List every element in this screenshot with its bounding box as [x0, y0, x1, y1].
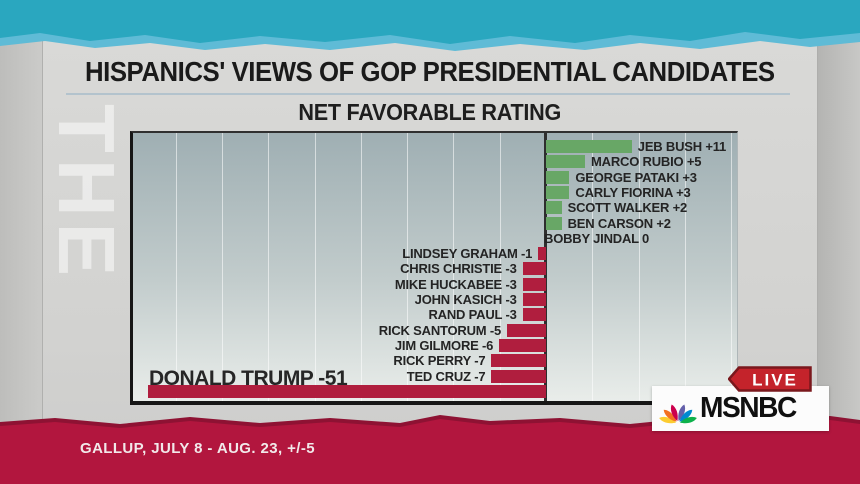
bar-label: RICK SANTORUM -5	[378, 322, 501, 338]
bar-label: JEB BUSH +11	[637, 139, 727, 154]
bar-row: RICK SANTORUM -5	[133, 322, 737, 338]
bar-label: LINDSEY GRAHAM -1	[402, 246, 533, 262]
bar-row: BOBBY JINDAL 0	[133, 232, 737, 245]
positive-bar	[546, 185, 570, 199]
gridline	[638, 133, 640, 401]
nbc-peacock-icon	[659, 404, 697, 423]
bar-row: RAND PAUL -3	[133, 307, 737, 323]
gridline	[360, 133, 362, 401]
title-divider	[66, 93, 790, 95]
bar-row: CHRIS CHRISTIE -3	[133, 261, 737, 277]
chart-subtitle-text: NET FAVORABLE RATING	[298, 99, 562, 125]
negative-bar	[538, 247, 546, 261]
network-name: MSNBC	[700, 392, 797, 424]
gridline	[314, 133, 316, 401]
gridline	[592, 133, 594, 401]
bar-row: MARCO RUBIO +5	[133, 154, 737, 170]
live-badge-label: LIVE	[752, 371, 798, 390]
bar-row: GEORGE PATAKI +3	[133, 169, 737, 185]
negative-bar	[491, 369, 546, 383]
bar-row: CARLY FIORINA +3	[133, 184, 737, 200]
torn-paper-band-top	[0, 0, 860, 51]
peacock-feather	[679, 409, 693, 422]
bar-row: DONALD TRUMP -51	[133, 368, 737, 398]
torn-edge-red	[0, 419, 860, 484]
positive-bar	[546, 140, 632, 153]
peacock-feather	[663, 409, 677, 422]
bar-row: BEN CARSON +2	[133, 215, 737, 231]
chart-frame: JEB BUSH +11 MARCO RUBIO +5 GEORGE PATAKI …	[130, 131, 738, 405]
gridline	[175, 133, 177, 401]
negative-bar	[499, 338, 546, 352]
bar-row: SCOTT WALKER +2	[133, 200, 737, 216]
positive-bar	[546, 155, 585, 169]
bar-label: RICK PERRY -7	[393, 353, 486, 369]
negative-bar	[507, 323, 546, 337]
negative-bar	[522, 308, 546, 322]
positive-bar	[546, 216, 562, 230]
negative-bar	[148, 384, 546, 398]
chart-subtitle: NET FAVORABLE RATING	[0, 99, 860, 126]
bar-label: JIM GILMORE -6	[394, 337, 494, 353]
page-title: HISPANICS' VIEWS OF GOP PRESIDENTIAL CAN…	[0, 56, 860, 88]
bar-row: JOHN KASICH -3	[133, 293, 737, 306]
negative-bar	[522, 293, 546, 306]
page-title-text: HISPANICS' VIEWS OF GOP PRESIDENTIAL CAN…	[85, 56, 775, 87]
live-badge: LIVE	[728, 366, 812, 392]
bar-label: BOBBY JINDAL 0	[544, 230, 650, 246]
positive-bar	[546, 170, 570, 184]
bar-label: TED CRUZ -7	[406, 368, 486, 384]
gridline	[731, 133, 733, 401]
bar-label: CHRIS CHRISTIE -3	[400, 261, 517, 277]
bar-label: JOHN KASICH -3	[414, 292, 517, 307]
bar-row: RICK PERRY -7	[133, 353, 737, 369]
peacock-feather	[679, 416, 697, 423]
live-badge-shape	[728, 366, 812, 392]
torn-edge-teal	[0, 0, 860, 44]
negative-bar	[522, 277, 546, 291]
gridline	[407, 133, 409, 401]
bar-label: DONALD TRUMP -51	[149, 366, 348, 390]
source-citation: GALLUP, JULY 8 - AUG. 23, +/-5	[80, 440, 315, 457]
gridline	[221, 133, 223, 401]
bar-label: MARCO RUBIO +5	[591, 154, 702, 170]
network-logo-box: MSNBC	[652, 386, 829, 431]
bar-row: MIKE HUCKABEE -3	[133, 276, 737, 292]
positive-bar	[546, 201, 562, 215]
plot-area: JEB BUSH +11 MARCO RUBIO +5 GEORGE PATAKI …	[133, 133, 737, 401]
bar-row: LINDSEY GRAHAM -1	[133, 246, 737, 262]
bar-label: MIKE HUCKABEE -3	[394, 276, 517, 292]
negative-bar	[522, 262, 546, 276]
bar-row: JIM GILMORE -6	[133, 337, 737, 353]
peacock-feather	[670, 404, 678, 421]
gridline	[684, 133, 686, 401]
gridline	[499, 133, 501, 401]
bar-label: CARLY FIORINA +3	[575, 184, 691, 200]
peacock-feather	[678, 404, 686, 421]
gridline	[453, 133, 455, 401]
bar-label: GEORGE PATAKI +3	[575, 169, 697, 185]
gridline	[268, 133, 270, 401]
bar-label: BEN CARSON +2	[567, 215, 671, 231]
torn-paper-band-bottom	[0, 415, 860, 484]
bar-row: TED CRUZ -7	[133, 368, 737, 384]
studio-wall-left	[0, 0, 43, 484]
bar-row: JEB BUSH +11	[133, 140, 737, 153]
background-watermark: THE	[42, 104, 131, 282]
negative-bar	[491, 354, 546, 368]
peacock-feather	[659, 416, 677, 423]
bar-label: RAND PAUL -3	[428, 307, 517, 323]
bar-label: SCOTT WALKER +2	[567, 200, 688, 216]
